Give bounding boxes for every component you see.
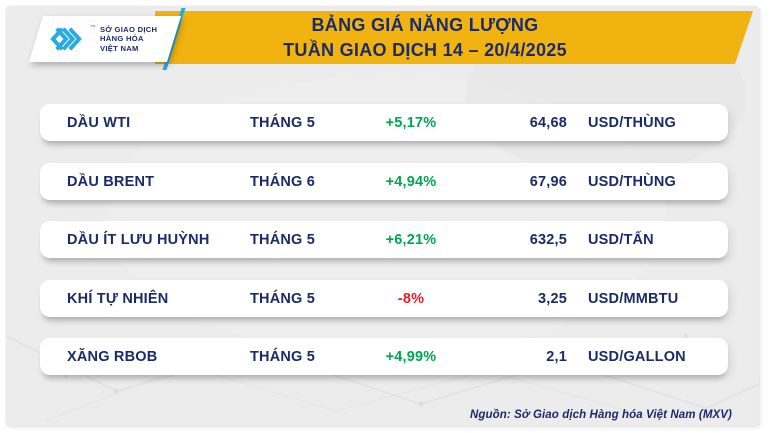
commodity-name: KHÍ TỰ NHIÊN: [67, 290, 169, 307]
row-unit: USD/TẤN: [588, 231, 654, 248]
logo-text: SỞ GIAO DỊCH HÀNG HÓA VIỆT NAM: [100, 25, 157, 53]
mxv-logo-icon: [50, 27, 82, 51]
commodity-name: DẦU BRENT: [67, 173, 155, 190]
row-change: +4,99%: [385, 348, 437, 365]
row-price: 67,96: [529, 173, 567, 190]
page-title-line1: BẢNG GIÁ NĂNG LƯỢNG: [311, 14, 539, 35]
table-row: DẦU ÍT LƯU HUỲNH THÁNG 5 +6,21% 632,5 US…: [40, 221, 728, 258]
commodity-name: DẦU WTI: [67, 114, 131, 131]
row-unit: USD/GALLON: [588, 348, 686, 365]
row-unit: USD/THÙNG: [588, 114, 676, 131]
contract-month: THÁNG 6: [249, 173, 316, 190]
table-row: DẦU WTI THÁNG 5 +5,17% 64,68 USD/THÙNG: [40, 104, 728, 141]
contract-month: THÁNG 5: [249, 290, 316, 307]
table-row: KHÍ TỰ NHIÊN THÁNG 5 -8% 3,25 USD/MMBTU: [40, 280, 728, 317]
contract-month: THÁNG 5: [249, 348, 316, 365]
row-unit: USD/MMBTU: [588, 290, 679, 307]
trademark-symbol: ™: [90, 25, 96, 31]
contract-month: THÁNG 5: [249, 114, 316, 131]
table-row: DẦU BRENT THÁNG 6 +4,94% 67,96 USD/THÙNG: [40, 163, 728, 200]
mxv-logo-card: ™ SỞ GIAO DỊCH HÀNG HÓA VIỆT NAM: [28, 16, 182, 62]
page-title-line2: TUẦN GIAO DỊCH 14 – 20/4/2025: [283, 39, 567, 60]
row-price: 3,25: [537, 290, 567, 307]
commodity-name: XĂNG RBOB: [67, 348, 158, 365]
commodity-name: DẦU ÍT LƯU HUỲNH: [67, 231, 210, 248]
contract-month: THÁNG 5: [249, 231, 316, 248]
header-banner: BẢNG GIÁ NĂNG LƯỢNG TUẦN GIAO DỊCH 14 – …: [155, 11, 753, 64]
row-change: +6,21%: [385, 231, 437, 248]
table-row: XĂNG RBOB THÁNG 5 +4,99% 2,1 USD/GALLON: [40, 338, 728, 375]
row-change: +4,94%: [385, 173, 437, 190]
row-change: -8%: [397, 290, 425, 307]
row-price: 632,5: [529, 231, 567, 248]
logo-text-line2: HÀNG HÓA: [100, 34, 144, 44]
row-change: +5,17%: [385, 114, 437, 131]
row-price: 2,1: [546, 348, 567, 365]
logo-text-line3: VIỆT NAM: [100, 43, 139, 53]
source-attribution: Nguồn: Sở Giao dịch Hàng hóa Việt Nam (M…: [469, 409, 732, 421]
logo-text-line1: SỞ GIAO DỊCH: [100, 25, 158, 35]
row-unit: USD/THÙNG: [588, 173, 676, 190]
row-price: 64,68: [529, 114, 567, 131]
